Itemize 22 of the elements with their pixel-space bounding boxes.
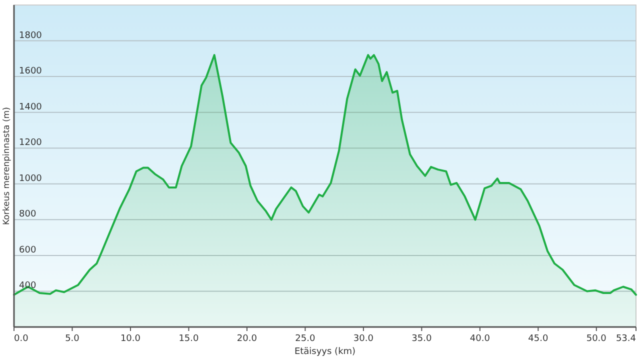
x-tick-label: 45.0 — [528, 334, 548, 344]
x-tick-label: 50.0 — [586, 334, 607, 344]
x-tick-label: 25.0 — [295, 334, 316, 344]
x-tick-label: 0.0 — [14, 334, 29, 344]
x-tick-label: 15.0 — [178, 334, 200, 344]
y-tick-label: 1400 — [19, 102, 42, 112]
y-tick-label: 1000 — [19, 174, 42, 184]
y-tick-label: 1800 — [19, 30, 42, 41]
y-tick-label: 400 — [19, 281, 36, 292]
y-tick-label: 1600 — [19, 66, 42, 77]
x-tick-label: 10.0 — [120, 334, 141, 344]
y-tick-label: 1200 — [19, 138, 42, 148]
x-tick-label: 40.0 — [470, 334, 490, 344]
y-tick-label: 800 — [19, 210, 36, 220]
y-axis-title: Korkeus merenpinnasta (m) — [2, 107, 12, 225]
x-tick-label: 20.0 — [236, 334, 258, 344]
x-axis-title: Etäisyys (km) — [294, 347, 356, 357]
y-tick-label: 600 — [19, 245, 36, 256]
x-tick-label: 53.4 — [616, 334, 636, 344]
x-tick-label: 30.0 — [353, 334, 374, 344]
x-tick-label: 35.0 — [412, 334, 432, 344]
x-tick-label: 5.0 — [65, 334, 80, 344]
